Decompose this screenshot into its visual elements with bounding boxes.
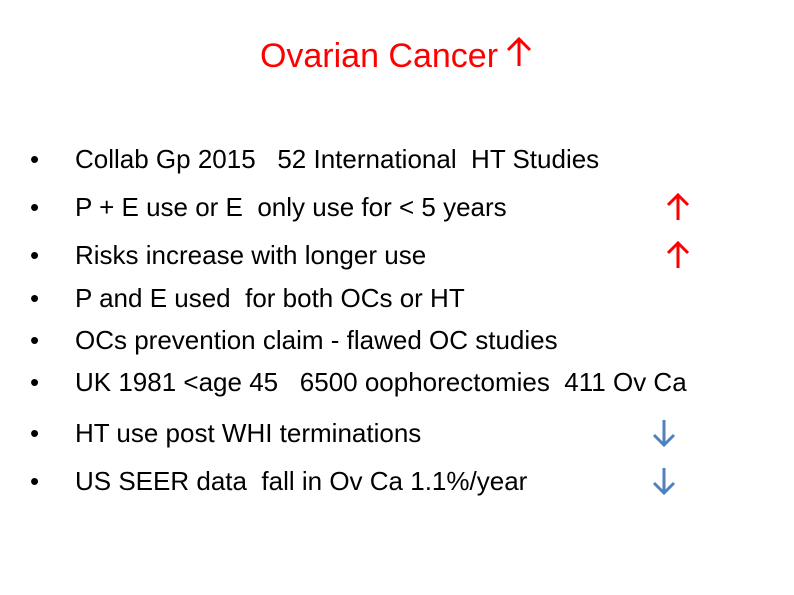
list-item: • P + E use or E only use for < 5 years: [30, 187, 770, 227]
down-arrow-icon: [649, 466, 679, 496]
list-item: • Collab Gp 2015 52 International HT Stu…: [30, 139, 770, 179]
list-item: • Risks increase with longer use: [30, 235, 770, 275]
list-item-text: P + E use or E only use for < 5 years: [75, 192, 507, 222]
list-item: • HT use post WHI terminations: [30, 413, 770, 453]
list-item-text: OCs prevention claim - flawed OC studies: [75, 325, 558, 355]
up-arrow-icon: [504, 36, 534, 77]
list-item: • OCs prevention claim - flawed OC studi…: [30, 320, 770, 360]
up-arrow-icon: [663, 240, 693, 270]
list-item-text: Collab Gp 2015 52 International HT Studi…: [75, 144, 600, 174]
list-item-text: UK 1981 <age 45 6500 oophorectomies 411 …: [75, 367, 687, 397]
bullet-marker: •: [30, 240, 40, 270]
slide-title-line: Ovarian Cancer: [0, 30, 794, 82]
list-item: • UK 1981 <age 45 6500 oophorectomies 41…: [30, 362, 770, 402]
list-item-text: P and E used for both OCs or HT: [75, 283, 465, 313]
list-item-text: HT use post WHI terminations: [75, 418, 422, 448]
list-item-text: Risks increase with longer use: [75, 240, 427, 270]
down-arrow-icon: [649, 418, 679, 448]
bullet-marker: •: [30, 367, 40, 397]
bullet-marker: •: [30, 418, 40, 448]
up-arrow-icon: [663, 192, 693, 222]
bullet-marker: •: [30, 325, 40, 355]
bullet-marker: •: [30, 192, 40, 222]
bullet-marker: •: [30, 466, 40, 496]
list-item-text: US SEER data fall in Ov Ca 1.1%/year: [75, 466, 528, 496]
bullet-marker: •: [30, 144, 40, 174]
list-item: • P and E used for both OCs or HT: [30, 278, 770, 318]
list-item: • US SEER data fall in Ov Ca 1.1%/year: [30, 461, 770, 501]
slide-title: Ovarian Cancer: [259, 37, 499, 75]
bullet-marker: •: [30, 283, 40, 313]
